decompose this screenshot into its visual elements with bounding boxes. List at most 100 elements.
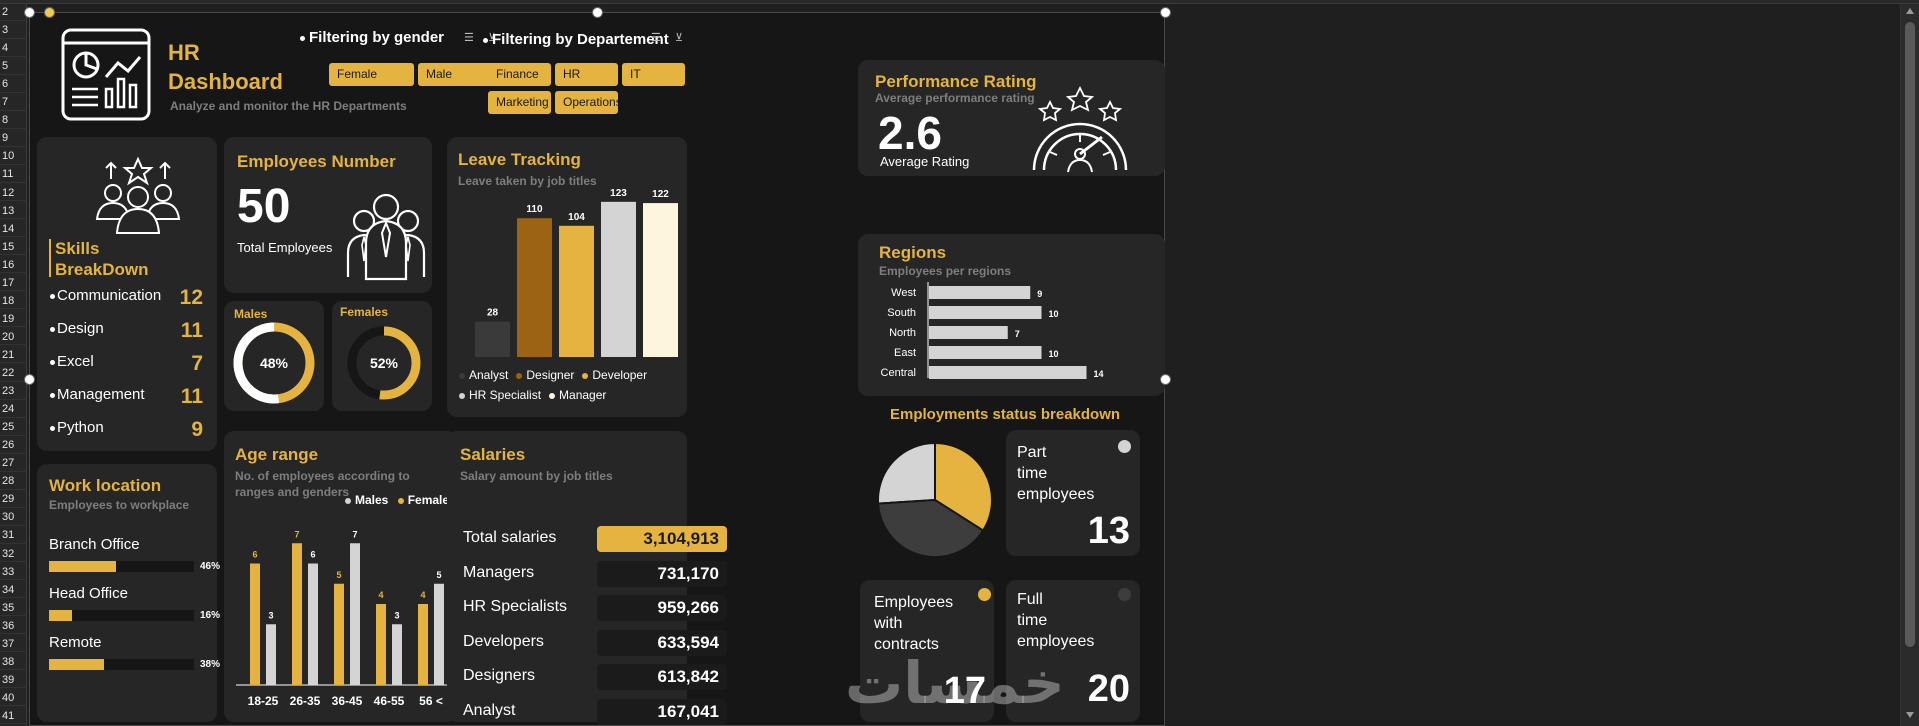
row-header[interactable]: 28: [0, 473, 27, 490]
resize-handle-top-left[interactable]: [24, 7, 35, 18]
gender-filter-slicer[interactable]: Filtering by gender ☰ ⊻ Female Male: [300, 27, 505, 87]
row-header[interactable]: 16: [0, 257, 27, 274]
row-header[interactable]: 23: [0, 383, 27, 400]
work-location-name: Head Office: [49, 585, 128, 602]
gender-filter-male[interactable]: Male: [418, 63, 503, 86]
dept-filter-finance[interactable]: Finance: [488, 63, 551, 86]
resize-handle-top[interactable]: [592, 7, 603, 18]
row-header[interactable]: 41: [0, 708, 27, 725]
leave-legend-label: Analyst: [469, 368, 509, 382]
legend-dot-icon: [582, 372, 589, 379]
work-location-name: Remote: [49, 634, 102, 651]
row-header[interactable]: 9: [0, 130, 27, 147]
employees-caption: Total Employees: [237, 240, 333, 255]
row-header[interactable]: 15: [0, 239, 27, 256]
row-header[interactable]: 29: [0, 491, 27, 508]
multi-select-icon[interactable]: ☰: [651, 32, 661, 44]
dashboard-shape[interactable]: HR Dashboard Analyze and monitor the HR …: [29, 12, 1165, 726]
row-header[interactable]: 36: [0, 618, 27, 635]
vertical-scrollbar[interactable]: [1900, 4, 1919, 726]
row-header[interactable]: 32: [0, 546, 27, 562]
row-header[interactable]: 13: [0, 203, 27, 220]
status-pie-slice: [877, 498, 985, 558]
age-female-bar: [418, 604, 428, 685]
status-pie-chart: [877, 441, 993, 558]
row-header[interactable]: 37: [0, 636, 27, 653]
work-location-bar: [49, 610, 73, 621]
gender-filter-female[interactable]: Female: [329, 63, 414, 86]
age-category-label: 46-55: [374, 694, 405, 708]
row-header[interactable]: 5: [0, 58, 27, 75]
row-header[interactable]: 7: [0, 94, 27, 111]
salary-value: 613,842: [597, 664, 727, 690]
row-header[interactable]: 25: [0, 419, 27, 436]
full-time-line1: Full: [1017, 591, 1043, 608]
row-header[interactable]: 19: [0, 311, 27, 328]
scroll-up-icon[interactable]: [1906, 8, 1914, 14]
full-time-line2: time: [1017, 612, 1048, 629]
row-header[interactable]: 6: [0, 76, 27, 93]
row-header[interactable]: 17: [0, 275, 27, 292]
rotate-handle[interactable]: [44, 7, 55, 18]
age-subtitle-line2: ranges and genders: [235, 485, 350, 499]
status-pie-slice: [877, 441, 936, 505]
row-header[interactable]: 22: [0, 365, 27, 382]
resize-handle-top-right[interactable]: [1160, 7, 1171, 18]
work-location-subtitle: Employees to workplace: [49, 498, 190, 512]
row-header[interactable]: 39: [0, 672, 27, 689]
row-header[interactable]: 8: [0, 112, 27, 129]
row-header[interactable]: 26: [0, 437, 27, 454]
males-pct-label: 48%: [260, 355, 289, 371]
skills-card: Skills BreakDown Communication 12 Design 11…: [37, 137, 217, 451]
leave-bar-label: 123: [610, 188, 627, 199]
row-header[interactable]: 3: [0, 22, 27, 39]
resize-handle-left[interactable]: [24, 374, 35, 385]
age-female-bar: [292, 543, 302, 685]
dept-filter-operations[interactable]: Operations: [555, 91, 622, 114]
scroll-down-icon[interactable]: [1906, 712, 1914, 718]
row-header[interactable]: 30: [0, 509, 27, 526]
row-header[interactable]: 33: [0, 564, 27, 581]
multi-select-icon[interactable]: ☰: [464, 32, 474, 44]
dept-filter-marketing[interactable]: Marketing: [488, 91, 551, 114]
row-header[interactable]: 21: [0, 347, 27, 364]
dept-filter-it[interactable]: IT: [622, 63, 685, 86]
row-header[interactable]: 35: [0, 600, 27, 617]
clear-filter-icon[interactable]: ⊻: [675, 32, 684, 44]
row-header[interactable]: 27: [0, 455, 27, 472]
performance-caption: Average Rating: [880, 154, 970, 169]
females-donut-chart: 52%: [347, 326, 421, 400]
leave-subtitle: Leave taken by job titles: [458, 174, 597, 188]
legend-dot-icon: [516, 372, 523, 379]
row-header[interactable]: 12: [0, 185, 27, 201]
performance-title: Performance Rating: [875, 72, 1037, 91]
row-header[interactable]: 18: [0, 293, 27, 310]
age-male-bar: [392, 624, 402, 685]
row-header[interactable]: 38: [0, 654, 27, 671]
females-card: Females 52%: [332, 301, 432, 411]
row-header[interactable]: 11: [0, 166, 27, 183]
leave-bar: [601, 201, 636, 357]
region-bar: [929, 306, 1042, 319]
age-female-label: 7: [294, 529, 299, 539]
resize-handle-right[interactable]: [1160, 374, 1171, 385]
row-header[interactable]: 2: [0, 4, 27, 21]
dept-filter-slicer[interactable]: Filtering by Departement ☰ ⊻ Finance HR …: [483, 27, 698, 114]
row-header[interactable]: 40: [0, 690, 27, 707]
row-header[interactable]: 4: [0, 40, 27, 57]
empty-grid-area[interactable]: [1165, 4, 1900, 726]
legend-dot-icon: [549, 392, 556, 399]
row-header[interactable]: 14: [0, 221, 27, 238]
row-header[interactable]: 34: [0, 582, 27, 599]
row-header[interactable]: 10: [0, 148, 27, 165]
clear-filter-icon[interactable]: ⊻: [488, 32, 497, 44]
contracts-line2: with: [874, 615, 903, 632]
age-male-bar: [308, 563, 318, 685]
regions-subtitle: Employees per regions: [879, 264, 1012, 278]
row-header[interactable]: 20: [0, 329, 27, 346]
leave-legend-item: HR Specialist: [459, 388, 541, 402]
dept-filter-hr[interactable]: HR: [555, 63, 618, 86]
row-header[interactable]: 24: [0, 401, 27, 418]
row-header[interactable]: 31: [0, 527, 27, 544]
scrollbar-thumb[interactable]: [1905, 22, 1915, 647]
